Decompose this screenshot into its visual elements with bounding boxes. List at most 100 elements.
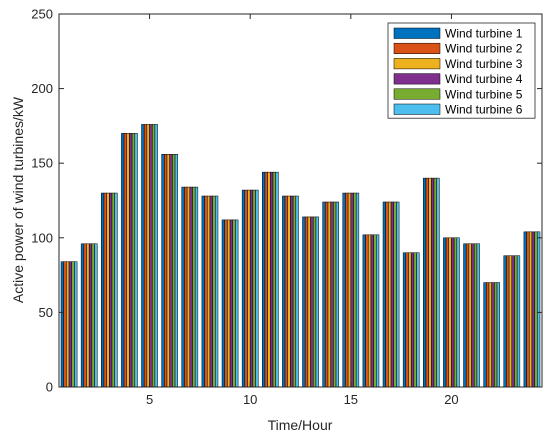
bar (262, 171, 266, 388)
bar (433, 177, 437, 388)
bar (207, 195, 211, 388)
bar (284, 195, 289, 388)
legend-entry-label: Wind turbine 3 (445, 57, 523, 71)
bar (114, 192, 118, 388)
bar (448, 237, 452, 388)
x-tick-label: 10 (243, 392, 257, 407)
bar (453, 237, 458, 388)
bar (290, 195, 294, 388)
legend-entry-label: Wind turbine 4 (445, 72, 523, 86)
bar (212, 195, 216, 388)
bar (362, 234, 366, 388)
bar (282, 195, 286, 388)
bar (471, 243, 475, 388)
bar (88, 243, 93, 388)
bar (143, 124, 148, 388)
bar (436, 177, 440, 388)
legend-entry-label: Wind turbine 6 (445, 103, 523, 117)
bar (68, 261, 72, 388)
bar (169, 154, 173, 388)
bar (255, 189, 259, 388)
bar (307, 216, 311, 388)
bar (390, 201, 394, 388)
bar (506, 255, 510, 388)
bar (123, 133, 127, 388)
bar (292, 195, 297, 388)
y-tick-label: 100 (31, 230, 53, 245)
legend-swatch (393, 103, 441, 115)
bar (402, 252, 407, 388)
bar (468, 243, 472, 388)
bar (74, 261, 78, 388)
bar (204, 195, 208, 388)
bar (382, 201, 386, 388)
bar (456, 237, 460, 388)
bar (146, 124, 150, 388)
bar (264, 171, 268, 388)
bar (161, 154, 165, 388)
bar (327, 201, 331, 388)
bar (511, 255, 515, 388)
bar (164, 154, 168, 388)
bar (252, 189, 256, 388)
bar (267, 171, 271, 388)
x-axis-label: Time/Hour (268, 417, 333, 433)
bar (141, 124, 145, 388)
legend-swatch (393, 27, 441, 39)
bar (134, 133, 138, 388)
bar (192, 186, 196, 388)
bar (350, 192, 354, 388)
bar (423, 177, 427, 388)
legend-box (387, 22, 536, 119)
bar (516, 255, 521, 388)
bar (529, 231, 533, 388)
bar (431, 177, 435, 388)
y-tick-label: 200 (31, 81, 53, 96)
bar (534, 231, 538, 388)
bar (488, 282, 492, 388)
bar (121, 133, 125, 388)
bar (232, 219, 236, 388)
bar (241, 189, 246, 388)
legend-entry-label: Wind turbine 5 (445, 87, 523, 101)
bar (474, 243, 478, 388)
bar (94, 243, 98, 388)
bar (101, 192, 105, 388)
bar (428, 177, 432, 388)
bar (503, 255, 507, 388)
x-tick-label: 5 (146, 392, 153, 407)
bar (227, 219, 231, 388)
bar (295, 195, 299, 388)
bar (186, 186, 191, 388)
plot-area-frame (58, 13, 543, 388)
y-tick-label: 50 (39, 305, 53, 320)
bar (342, 192, 346, 388)
bar (224, 219, 228, 388)
bar (463, 243, 467, 388)
legend-swatch (393, 42, 441, 54)
legend-entry-label: Wind turbine 1 (445, 27, 523, 41)
y-axis: 0 50 100 150 200 250 (31, 7, 542, 395)
bar (174, 154, 178, 388)
bar (486, 282, 490, 388)
bar (126, 133, 130, 388)
y-tick-label: 0 (46, 380, 53, 395)
bar (149, 124, 153, 388)
bar (425, 177, 429, 388)
bar (508, 255, 513, 388)
bar (483, 282, 487, 388)
bar (376, 234, 380, 388)
bar (131, 133, 136, 388)
bar (310, 216, 314, 388)
x-axis: 5 10 15 20 (146, 14, 459, 407)
bar (373, 234, 377, 388)
bar (91, 243, 95, 388)
bar (476, 243, 480, 388)
bar (201, 195, 205, 388)
bar (209, 195, 213, 388)
bar (523, 231, 527, 388)
legend-entry-label: Wind turbine 2 (445, 42, 523, 56)
bar (249, 189, 254, 388)
bar (368, 234, 372, 388)
y-tick-label: 250 (31, 7, 53, 22)
